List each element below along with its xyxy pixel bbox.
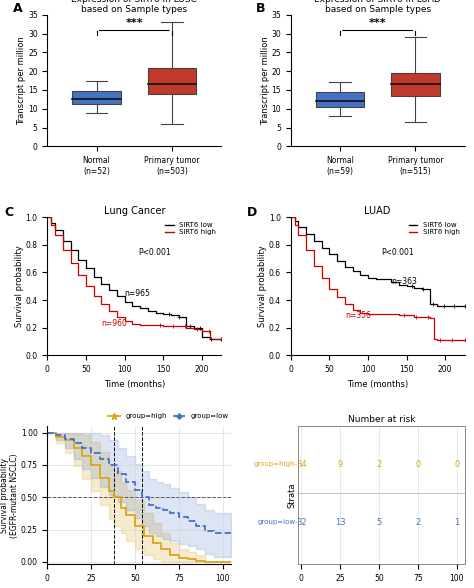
Text: ***: *** [369,18,386,28]
Title: Number at risk: Number at risk [347,415,415,424]
Text: n=960: n=960 [101,319,128,329]
Y-axis label: Survival probability
(EGFR-mutant NSCLC): Survival probability (EGFR-mutant NSCLC) [0,453,19,537]
Text: group=low-: group=low- [257,519,298,525]
Text: A: A [13,2,22,15]
Text: 13: 13 [335,517,346,527]
Legend: SIRT6 low, SIRT6 high: SIRT6 low, SIRT6 high [164,220,218,237]
Bar [391,73,439,96]
Text: 32: 32 [296,517,307,527]
Title: Expression of SIRT6 in LUAD
based on Sample types: Expression of SIRT6 in LUAD based on Sam… [314,0,441,14]
Y-axis label: Transcript per million: Transcript per million [18,36,27,125]
Text: P<0.001: P<0.001 [138,248,170,256]
Text: 5: 5 [376,517,382,527]
Legend: group=high, group=low: group=high, group=low [105,410,232,422]
Text: ***: *** [126,18,143,28]
Text: D: D [247,206,257,219]
X-axis label: Time (months): Time (months) [104,380,165,389]
Y-axis label: Survival probability: Survival probability [258,245,267,327]
Text: B: B [256,2,265,15]
Title: LUAD: LUAD [365,206,391,216]
Text: 2: 2 [415,517,420,527]
Text: 2: 2 [376,460,382,469]
Bar [73,91,121,104]
Title: Lung Cancer: Lung Cancer [103,206,165,216]
Legend: SIRT6 low, SIRT6 high: SIRT6 low, SIRT6 high [407,220,461,237]
Y-axis label: Transcript per million: Transcript per million [261,36,270,125]
X-axis label: Time (months): Time (months) [347,380,408,389]
Text: 0: 0 [415,460,420,469]
Text: n=356: n=356 [345,311,371,320]
Y-axis label: Strata: Strata [288,483,297,508]
Text: 1: 1 [454,517,459,527]
Title: Expression of SIRT6 in LUSC
based on Sample types: Expression of SIRT6 in LUSC based on Sam… [72,0,197,14]
Text: n=965: n=965 [125,289,151,298]
Bar [316,92,364,107]
Text: P<0.001: P<0.001 [381,248,414,256]
Text: 9: 9 [337,460,343,469]
Text: C: C [4,206,13,219]
Y-axis label: Survival probability: Survival probability [15,245,24,327]
Text: 0: 0 [454,460,459,469]
Text: n=363: n=363 [391,276,417,286]
Bar [148,68,196,95]
Text: 34: 34 [296,460,307,469]
Text: group=high-: group=high- [254,461,298,467]
